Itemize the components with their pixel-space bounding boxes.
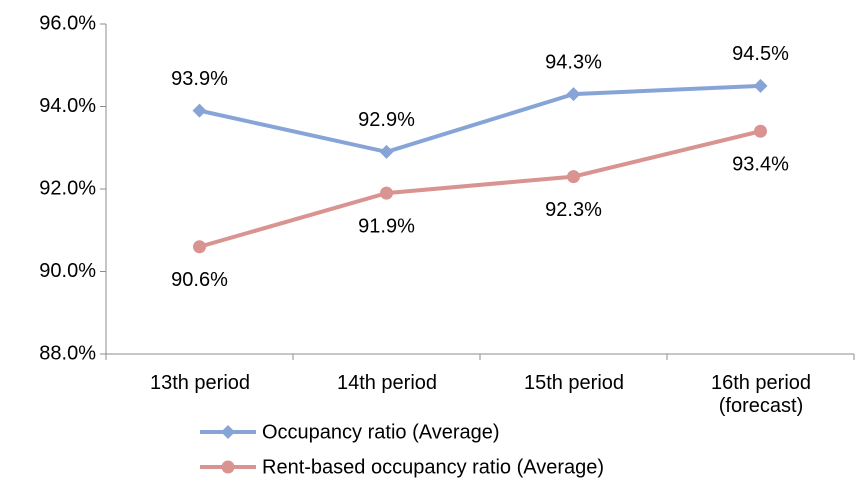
series-line (199, 83, 761, 154)
y-tick-label: 92.0% (39, 177, 96, 199)
data-label: 91.9% (358, 215, 415, 237)
marker (754, 124, 767, 138)
legend-label: Occupancy ratio (Average) (262, 421, 500, 443)
marker (380, 186, 393, 200)
series-line (198, 129, 761, 249)
y-tick-label: 88.0% (39, 342, 96, 364)
marker (567, 170, 580, 184)
marker (753, 78, 768, 93)
x-tick-label: 16th period (forecast) (710, 372, 812, 417)
marker (192, 103, 207, 118)
data-label: 94.5% (732, 43, 789, 65)
y-tick-label: 94.0% (39, 95, 96, 117)
marker (193, 240, 206, 254)
marker (221, 425, 235, 439)
marker (566, 87, 581, 102)
data-label: 92.9% (358, 109, 415, 131)
x-tick-label: 14th period (336, 372, 438, 394)
data-label: 92.3% (545, 199, 602, 221)
y-tick-label: 96.0% (39, 12, 96, 34)
y-tick-label: 90.0% (39, 260, 96, 282)
x-tick-label: 15th period (523, 372, 625, 394)
data-label: 94.3% (545, 51, 602, 73)
data-label: 93.9% (171, 68, 228, 90)
data-label: 93.4% (732, 154, 789, 176)
marker (221, 460, 235, 474)
marker (379, 144, 394, 159)
data-label: 90.6% (171, 269, 228, 291)
x-tick-label: 13th period (149, 372, 251, 394)
legend-label: Rent-based occupancy ratio (Average) (262, 456, 604, 478)
